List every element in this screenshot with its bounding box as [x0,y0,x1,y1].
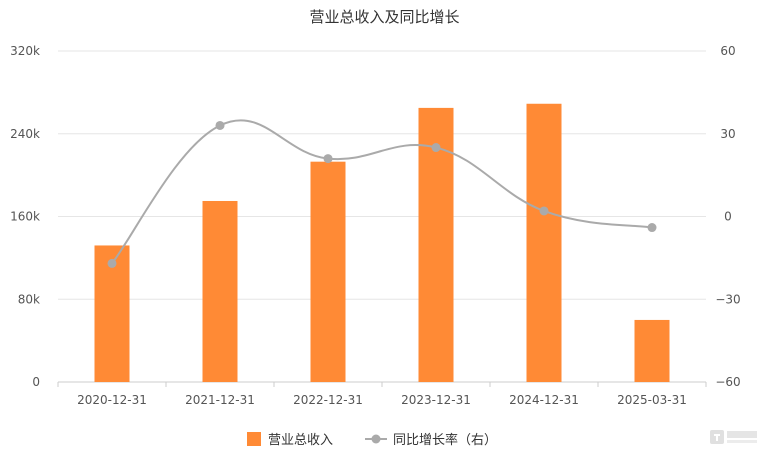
line-series [107,119,657,268]
right-tick-label: 60 [720,44,735,58]
legend-swatch-bar [247,432,261,446]
left-tick-label: 160k [10,210,40,224]
legend-item-revenue[interactable]: 营业总收入 [247,432,333,448]
bar-series [94,103,670,383]
right-tick-label: 30 [720,127,735,141]
point-growth-rate[interactable] [215,120,225,130]
x-tick-label: 2023-12-31 [401,393,471,407]
x-tick-label: 2021-12-31 [185,393,255,407]
watermark-logo [710,430,757,444]
bar-revenue[interactable] [94,245,130,382]
bar-revenue[interactable] [310,161,346,382]
right-tick-label: 0 [724,210,732,224]
legend-label-revenue: 营业总收入 [268,433,333,448]
left-tick-label: 240k [10,127,40,141]
legend-label-growth: 同比增长率（右） [393,432,497,448]
right-tick-label: −60 [715,375,740,389]
point-growth-rate[interactable] [647,223,657,233]
bar-revenue[interactable] [202,200,238,382]
line-growth-rate [111,119,653,265]
left-tick-label: 320k [10,44,40,58]
x-tick-label: 2020-12-31 [77,393,147,407]
x-axis: 2020-12-31 2021-12-31 2022-12-31 2023-12-31… [57,382,707,407]
bar-revenue[interactable] [526,103,562,383]
point-growth-rate[interactable] [107,258,117,268]
point-growth-rate[interactable] [539,206,549,216]
right-axis: −60 −30 0 30 60 [715,44,740,389]
x-tick-label: 2022-12-31 [293,393,363,407]
point-growth-rate[interactable] [431,143,441,153]
bar-revenue[interactable] [418,107,454,382]
x-tick-label: 2025-03-31 [617,393,687,407]
bar-revenue[interactable] [634,319,670,382]
left-axis: 0 80k 160k 240k 320k [10,44,40,389]
legend: 营业总收入 同比增长率（右） [247,432,497,448]
grid [58,50,706,383]
left-tick-label: 80k [18,292,40,306]
x-tick-label: 2024-12-31 [509,393,579,407]
point-growth-rate[interactable] [323,154,333,164]
right-tick-label: −30 [715,292,740,306]
legend-item-growth[interactable]: 同比增长率（右） [365,432,497,448]
chart-title: 营业总收入及同比增长 [309,8,459,26]
left-tick-label: 0 [32,375,40,389]
legend-swatch-dot [371,434,381,444]
